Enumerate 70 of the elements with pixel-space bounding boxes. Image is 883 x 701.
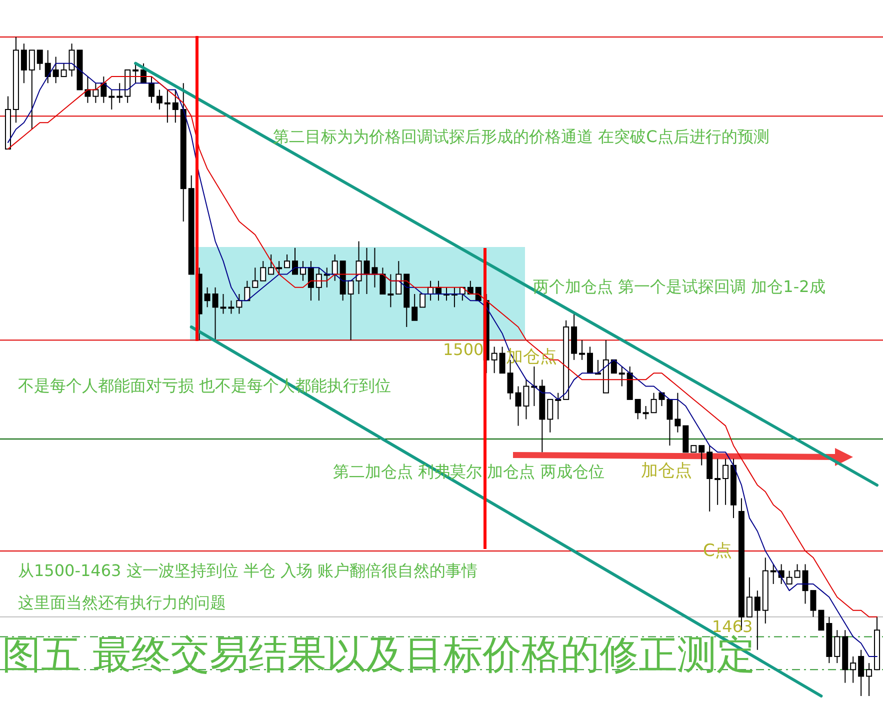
candlestick [634, 398, 641, 420]
candlestick [714, 458, 721, 506]
candlestick [308, 260, 314, 302]
candlestick [164, 89, 170, 124]
candlestick [284, 254, 290, 268]
candlestick [36, 50, 43, 70]
candlestick [420, 294, 426, 308]
candlestick [212, 286, 218, 341]
candlestick [499, 346, 506, 374]
annotation: 1500 [443, 340, 484, 359]
candlestick [547, 398, 554, 433]
annotation: 从1500-1463 这一波坚持到位 半仓 入场 账户翻倍很自然的事情 [18, 561, 478, 580]
candlestick [356, 240, 362, 295]
candlestick [276, 260, 282, 275]
text: 图五 最终交易结果以及目标价格的修正测定 [2, 633, 756, 678]
candlestick [396, 260, 402, 295]
candlestick [586, 346, 593, 374]
candlestick [244, 280, 250, 302]
candlestick [746, 576, 752, 618]
candlestick [148, 76, 154, 104]
candlestick [252, 267, 258, 288]
candlestick [380, 267, 386, 295]
candlestick [332, 254, 338, 282]
candlestick [204, 286, 210, 308]
candlestick [92, 82, 99, 104]
candlestick [116, 82, 123, 104]
candlestick [260, 260, 266, 282]
candlestick [555, 392, 562, 420]
candlestick [770, 564, 776, 584]
candlestick [236, 294, 242, 314]
candlestick [44, 50, 51, 84]
candlestick [818, 610, 824, 631]
annotation: 两个加仓点 第一个是试探回调 加仓1-2成 [533, 277, 826, 296]
candlestick [642, 406, 649, 420]
candlestick [786, 570, 792, 584]
annotation: 1463 [712, 617, 753, 636]
candlestick [388, 274, 394, 308]
candlestick [60, 62, 67, 78]
candlestick [491, 346, 498, 374]
candlestick [722, 458, 729, 506]
candlestick [834, 630, 840, 664]
candlestick [794, 564, 800, 578]
candlestick [156, 89, 162, 110]
candlestick [132, 62, 139, 84]
candlestick [858, 649, 864, 696]
candlestick [674, 392, 681, 433]
candlestick [698, 445, 705, 466]
candlestick [108, 89, 115, 110]
annotation: 加仓点 [641, 461, 692, 481]
candlestick [172, 89, 178, 124]
candlestick [523, 379, 530, 420]
annotation: 这里面当然还有执行力的问题 [18, 593, 226, 612]
candlestick [28, 50, 35, 130]
candlestick [850, 656, 856, 684]
candlestick [618, 366, 625, 387]
annotation: 第二目标为为价格回调试探后形成的价格通道 在突破C点后进行的预测 [273, 127, 770, 146]
candlestick [20, 43, 27, 84]
candlestick [650, 392, 657, 414]
candlestick [268, 254, 274, 275]
candlestick [579, 340, 586, 360]
candlestick [292, 247, 298, 275]
candlestick [412, 294, 418, 321]
candlestick [866, 662, 872, 696]
candlestick [84, 76, 91, 104]
candlestick [316, 267, 322, 302]
candlestick [52, 56, 59, 84]
candlestick [100, 76, 107, 104]
candlestick [610, 359, 617, 374]
candlestick [754, 590, 760, 650]
candlestick [348, 280, 354, 341]
